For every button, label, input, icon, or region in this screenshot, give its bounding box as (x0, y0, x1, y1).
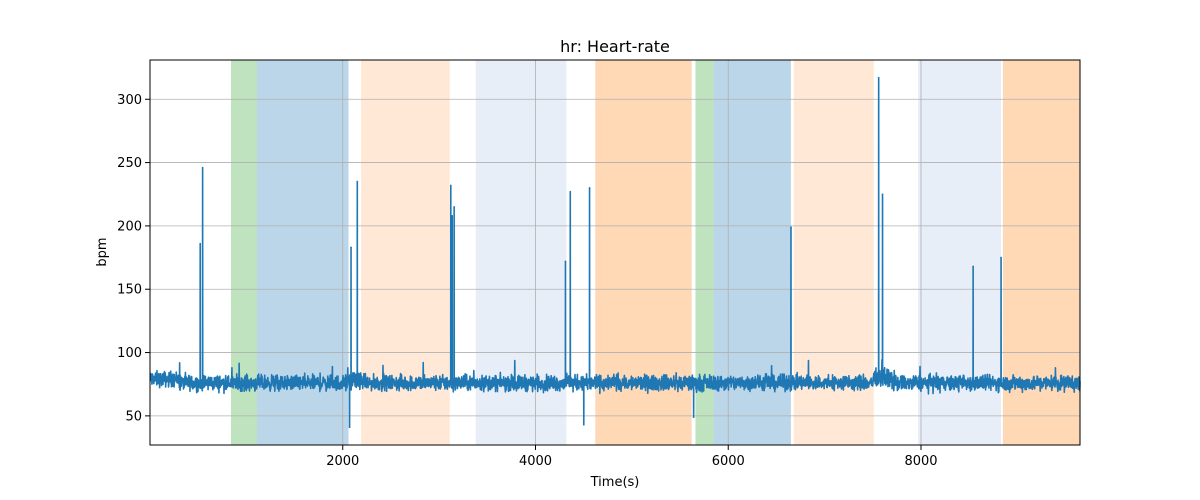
spike-point-13 (790, 226, 792, 228)
spike-point-8 (564, 260, 567, 263)
spike-point-14 (877, 76, 880, 79)
spike-point-4 (356, 180, 359, 183)
y-axis-label: bpm (95, 237, 110, 266)
spike-point-5 (449, 184, 452, 187)
axis-ticks: 2000 4000 6000 8000 50 100 150 200 250 300 (117, 93, 937, 469)
band-5 (695, 60, 714, 445)
axes-frame (149, 59, 1081, 446)
x-tick-label: 2000 (326, 454, 359, 469)
x-axis-label: Time(s) (590, 475, 640, 490)
y-tick-label: 150 (117, 283, 142, 298)
spike-point-0 (199, 242, 202, 245)
x-tick-label: 6000 (712, 454, 745, 469)
spike-point-3 (350, 246, 352, 249)
x-tick-label: 4000 (519, 454, 552, 469)
chart-title: hr: Heart-rate (560, 37, 670, 56)
spike-point-7 (453, 206, 455, 208)
spike-point-6 (451, 214, 454, 217)
y-tick-label: 50 (125, 409, 142, 424)
spike-point-16 (972, 265, 974, 268)
y-tick-label: 300 (117, 93, 142, 108)
spike-point-17 (1000, 256, 1002, 259)
y-tick-label: 100 (117, 346, 142, 361)
spike-point-2 (348, 426, 351, 429)
x-tick-label: 8000 (904, 454, 937, 469)
series-layer (149, 76, 1081, 429)
y-tick-label: 250 (117, 156, 142, 171)
spike-point-10 (582, 423, 585, 426)
spike-point-9 (569, 190, 572, 193)
y-tick-label: 200 (117, 219, 142, 234)
spike-point-15 (881, 193, 884, 196)
plot-frame (149, 59, 1081, 446)
spike-point-1 (201, 166, 204, 169)
spike-point-12 (692, 416, 695, 418)
spike-point-11 (588, 187, 591, 189)
heart-rate-line (149, 76, 1081, 429)
